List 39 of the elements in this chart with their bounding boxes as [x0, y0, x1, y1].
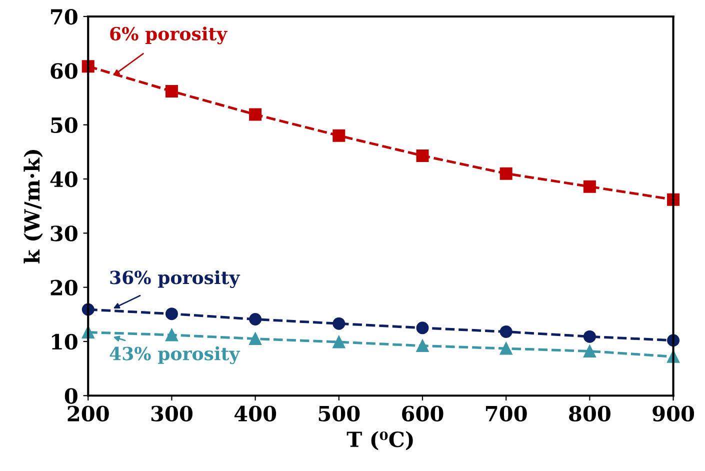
series-label: 36% porosity — [110, 270, 240, 288]
point — [416, 149, 429, 162]
x-tick-label: 700 — [486, 406, 527, 422]
point — [583, 330, 596, 343]
series-label: 6% porosity — [110, 26, 228, 44]
point — [165, 84, 178, 98]
y-tick-label: 10 — [52, 334, 78, 350]
y-tick-label: 20 — [50, 280, 78, 296]
point — [249, 108, 262, 121]
x-tick-label: 300 — [151, 406, 192, 422]
y-tick-label: 70 — [51, 8, 78, 25]
point — [500, 342, 512, 355]
x-tick-label: 500 — [318, 406, 360, 422]
x-tick-label: 200 — [68, 406, 109, 422]
point — [583, 180, 596, 193]
x-axis-title: T (⁰C) — [346, 431, 413, 450]
point — [416, 322, 429, 334]
legend-label: 43% porosity — [110, 346, 240, 364]
y-tick-label: 40 — [50, 171, 78, 188]
y-tick-label: 0 — [64, 388, 78, 404]
point — [165, 328, 178, 342]
y-tick-label: 50 — [51, 117, 78, 134]
x-tick-label: 900 — [652, 406, 694, 422]
point — [332, 129, 346, 142]
point — [249, 313, 262, 326]
point — [500, 325, 512, 338]
point — [332, 317, 346, 330]
point — [500, 167, 512, 180]
point — [165, 308, 178, 320]
point — [416, 340, 429, 352]
x-tick-label: 600 — [402, 406, 444, 422]
y-tick-label: 60 — [50, 63, 78, 79]
point — [249, 332, 262, 346]
y-tick-label: 30 — [50, 226, 78, 242]
point — [332, 336, 346, 348]
point — [583, 344, 596, 358]
x-tick-label: 400 — [234, 406, 276, 422]
x-tick-label: 800 — [569, 406, 610, 422]
y-axis-title: k (W/m·k) — [24, 150, 43, 264]
